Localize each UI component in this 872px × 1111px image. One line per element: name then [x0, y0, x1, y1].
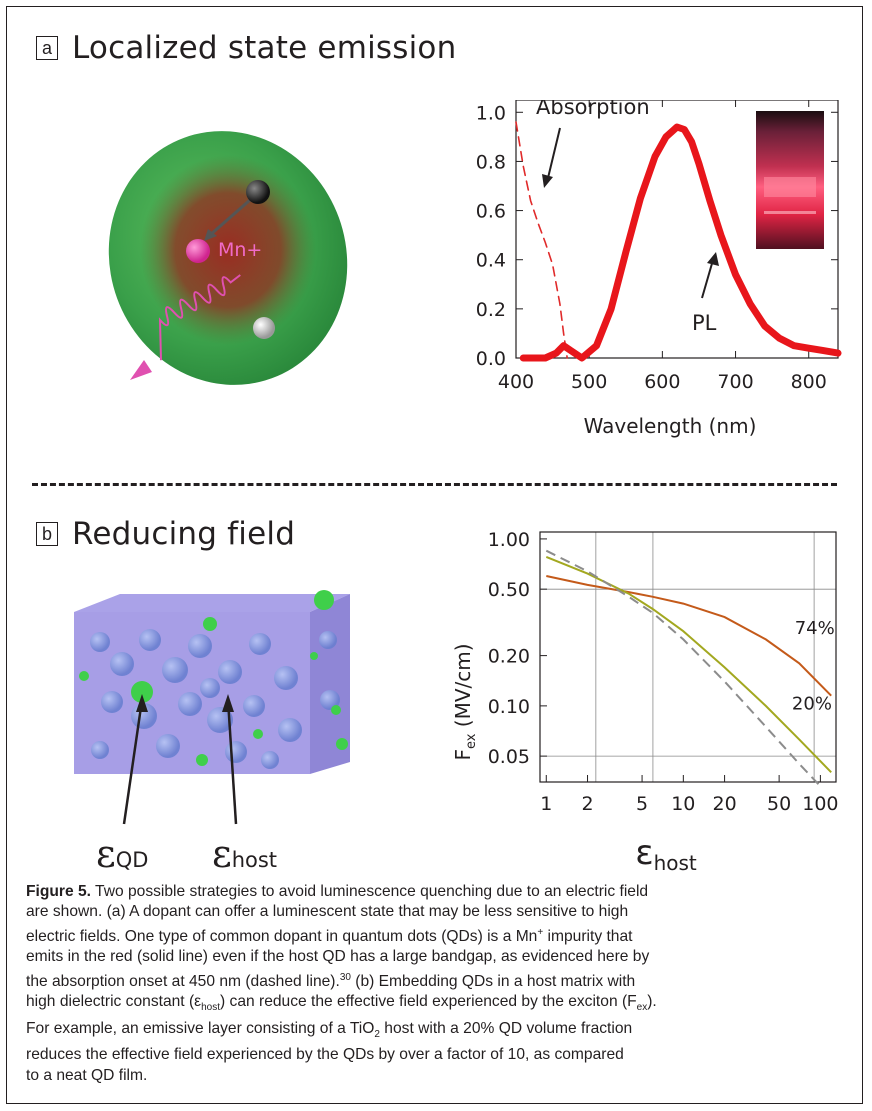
- epsilon-host-label: εhost: [212, 832, 278, 876]
- section-divider: [32, 483, 837, 486]
- chart-a-ytick-label: 0.8: [476, 151, 506, 173]
- qd-ball: [131, 681, 153, 703]
- chart-a-xtick-label: 500: [571, 371, 607, 393]
- mn-ion-label: Mn+: [218, 239, 262, 261]
- chart-b-series: [546, 575, 832, 697]
- chart-a-annotation-pl: PL: [692, 311, 717, 335]
- chart-a-xtick-label: 600: [644, 371, 680, 393]
- chart-b-xtick-label: 10: [671, 793, 695, 815]
- chart-b-ytick-label: 0.05: [488, 746, 530, 768]
- chart-a-xtick-label: 400: [498, 371, 534, 393]
- chart-a-xtick-label: 800: [791, 371, 827, 393]
- vial-photo: [756, 111, 824, 249]
- chart-a-ytick-label: 0.0: [476, 348, 506, 370]
- chart-b-annotation-20: 20%: [792, 694, 832, 715]
- chart-b-xtick-label: 20: [712, 793, 736, 815]
- chart-a-series-absorption: [515, 121, 568, 359]
- chart-a-annotation-absorption: Absorption: [536, 100, 650, 119]
- chart-a-annotation-arrowhead: [707, 252, 719, 266]
- chart-a-series-pl: [519, 123, 842, 362]
- chart-b-ytick-label: 0.20: [488, 646, 530, 668]
- chart-b-xlabel: εhost: [635, 833, 697, 875]
- panel-a-title: Localized state emission: [72, 30, 457, 66]
- chart-b-ylabel: Fex (MV/cm): [451, 643, 479, 760]
- chart-b-plot-area: [539, 531, 837, 783]
- chart-b-series: [545, 555, 832, 773]
- chart-b-xtick-label: 50: [767, 793, 791, 815]
- chart-a-plot-area: [515, 100, 839, 359]
- panel-b-letter: b: [36, 522, 58, 546]
- chart-b-ytick-label: 0.10: [488, 696, 530, 718]
- host-matrix-illustration: [74, 590, 350, 825]
- panel-a-letter: a: [36, 36, 58, 60]
- electron-ball: [246, 180, 270, 204]
- chart-b-xtick-label: 5: [636, 793, 648, 815]
- chart-a-ytick-label: 0.6: [476, 201, 506, 223]
- chart-a-annotation-arrow: [547, 127, 561, 179]
- figure-frame: [6, 6, 863, 1104]
- matrix-box-top: [74, 594, 350, 612]
- chart-b-xtick-label: 100: [802, 793, 838, 815]
- chart-b-ytick-label: 0.50: [488, 579, 530, 601]
- chart-a-annotation-arrow: [701, 259, 714, 299]
- figure-caption: Figure 5. Two possible strategies to avo…: [26, 883, 657, 1084]
- caption-label: Figure 5.: [26, 883, 91, 900]
- chart-b-xtick-label: 2: [581, 793, 593, 815]
- chart-b: 1 2 5 10 20 50 100 1.00 0.50 0.20 0.10 0.05 74% 20% F…: [451, 529, 839, 875]
- chart-a-xlabel: Wavelength (nm): [584, 414, 757, 438]
- panel-b-title: Reducing field: [72, 516, 296, 552]
- chart-b-annotation-74: 74%: [795, 618, 835, 639]
- chart-a-annotation-arrowhead: [542, 174, 553, 188]
- chart-b-xtick-label: 1: [540, 793, 552, 815]
- chart-a-xtick-label: 700: [717, 371, 753, 393]
- mn-dopant-ball: [186, 239, 210, 263]
- chart-a: 400 500 600 700 800 0.0 0.2 0.4 0.6 0.8 1.0 Absorpt…: [476, 100, 842, 438]
- chart-a-ytick-label: 1.0: [476, 102, 506, 124]
- photon-wave: [158, 274, 241, 361]
- epsilon-qd-label: εQD: [96, 832, 149, 876]
- chart-a-ytick-label: 0.2: [476, 299, 506, 321]
- dopant-illustration: Mn+: [108, 131, 348, 385]
- photon-arrow-head: [130, 360, 152, 380]
- quantum-dot-core: [140, 155, 316, 345]
- chart-b-series: [545, 549, 822, 787]
- hole-ball: [253, 317, 275, 339]
- chart-b-ytick-label: 1.00: [488, 529, 530, 551]
- chart-a-ytick-label: 0.4: [476, 250, 506, 272]
